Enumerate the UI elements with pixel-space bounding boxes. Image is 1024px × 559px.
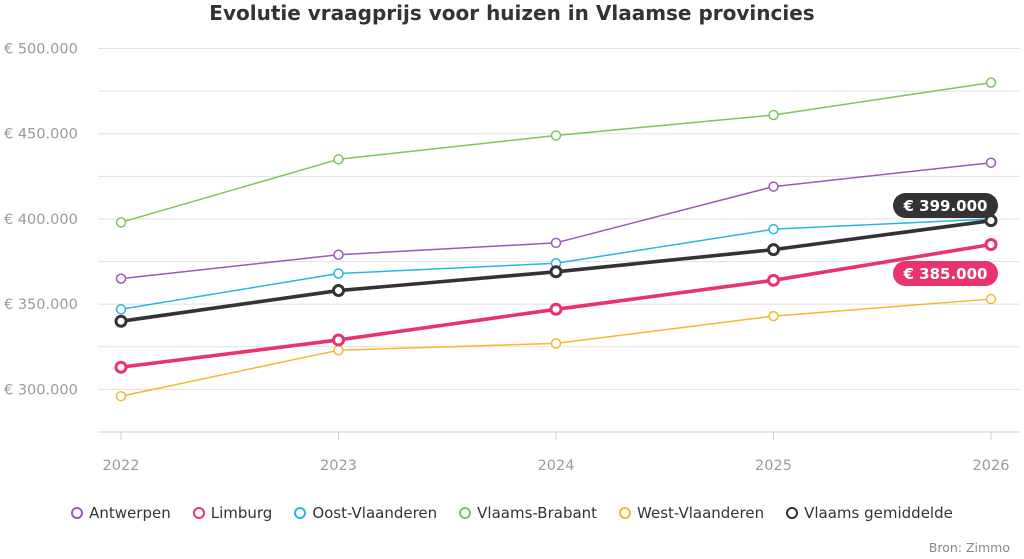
source-note: Bron: Zimmo	[928, 540, 1010, 555]
data-point	[768, 223, 779, 235]
y-tick-label: € 350.000	[4, 297, 78, 313]
chart-title: Evolutie vraagprijs voor huizen in Vlaam…	[209, 1, 814, 25]
y-tick-label: € 450.000	[4, 127, 78, 143]
legend-label: Vlaams-Brabant	[477, 504, 598, 522]
data-point	[767, 273, 780, 287]
x-tick-label: 2026	[973, 458, 1010, 474]
callout-label: € 399.000	[903, 197, 988, 215]
x-tick-label: 2025	[755, 458, 792, 474]
legend-item: West-Vlaanderen	[619, 504, 764, 522]
data-point	[550, 130, 562, 141]
callout-background	[893, 261, 998, 286]
data-point	[115, 217, 127, 228]
legend-item: Vlaams gemiddelde	[786, 504, 953, 522]
legend-marker-icon	[459, 507, 472, 519]
data-point	[332, 333, 345, 347]
data-point	[333, 249, 344, 260]
legend-label: Vlaams gemiddelde	[804, 504, 953, 522]
data-point	[115, 273, 127, 284]
data-point	[768, 109, 779, 121]
data-point	[549, 302, 563, 316]
legend-label: Antwerpen	[89, 504, 171, 522]
value-callout: € 399.000	[893, 193, 998, 218]
data-point	[768, 181, 779, 192]
data-point	[333, 268, 344, 279]
x-tick-label: 2022	[103, 458, 140, 474]
legend-item: Limburg	[192, 504, 273, 522]
data-point	[550, 338, 562, 349]
series-vlaams-gemiddelde	[114, 214, 998, 328]
line-chart: Evolutie vraagprijs voor huizen in Vlaam…	[4, 1, 1020, 474]
legend: Antwerpen Limburg Oost-Vlaanderen Vlaams-Br…	[0, 504, 1024, 522]
legend-marker-icon	[192, 507, 205, 519]
data-point	[332, 284, 345, 298]
series-vlaams-brabant	[115, 77, 997, 228]
data-point	[115, 304, 127, 315]
data-point	[549, 265, 563, 279]
series-line	[120, 81, 992, 224]
series-west-vlaanderen	[115, 293, 997, 402]
data-point	[114, 314, 128, 328]
y-tick-label: € 300.000	[4, 382, 78, 398]
x-tick-label: 2024	[538, 458, 575, 474]
data-point	[768, 310, 779, 322]
data-point	[115, 390, 127, 402]
x-tick-label: 2023	[320, 458, 357, 474]
series-lines	[114, 77, 998, 402]
data-point	[985, 293, 997, 305]
legend-item: Oost-Vlaanderen	[294, 504, 437, 522]
legend-label: West-Vlaanderen	[637, 504, 765, 522]
value-callouts: € 399.000 € 385.000	[893, 193, 998, 286]
legend-marker-icon	[294, 507, 307, 519]
y-tick-label: € 500.000	[4, 42, 78, 58]
data-point	[333, 154, 344, 165]
data-point	[114, 360, 128, 374]
legend-label: Limburg	[210, 504, 273, 522]
series-limburg	[114, 238, 998, 374]
data-point	[985, 157, 997, 168]
series-antwerpen	[115, 157, 997, 284]
value-callout: € 385.000	[893, 261, 998, 286]
x-axis-ticks: 2022 2023 2024 2025 2026	[103, 432, 1010, 474]
legend-item: Vlaams-Brabant	[459, 504, 597, 522]
data-point	[333, 344, 344, 356]
y-axis-ticks: € 300.000 € 350.000 € 400.000 € 450.000 € 50…	[4, 42, 78, 399]
callout-label: € 385.000	[903, 265, 988, 283]
legend-marker-icon	[71, 507, 84, 519]
legend-marker-icon	[786, 507, 799, 519]
data-point	[985, 77, 997, 88]
legend-item: Antwerpen	[71, 504, 171, 522]
legend-label: Oost-Vlaanderen	[312, 504, 438, 522]
data-point	[767, 243, 780, 257]
data-point	[984, 238, 998, 252]
callout-background	[893, 193, 998, 218]
y-tick-label: € 400.000	[4, 212, 78, 228]
data-point	[550, 237, 562, 249]
legend-marker-icon	[619, 507, 632, 519]
